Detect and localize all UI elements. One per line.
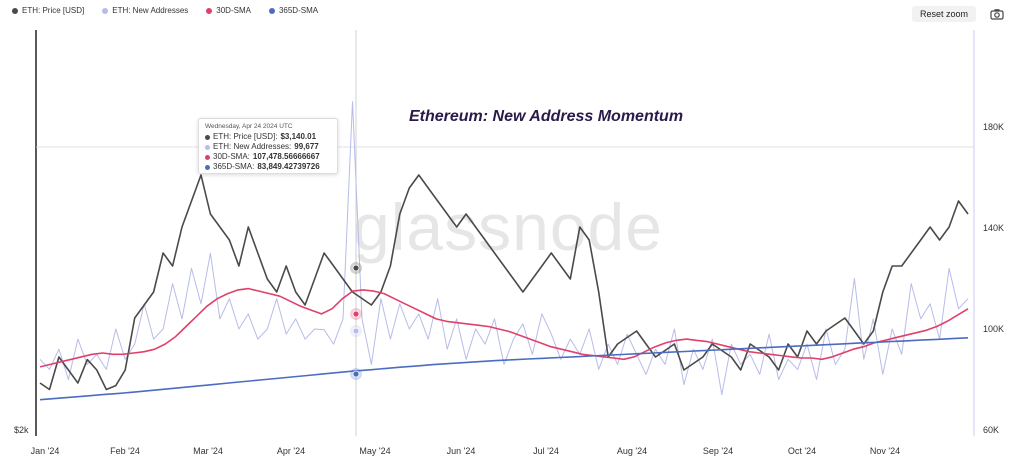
legend-item-new-addresses[interactable]: ETH: New Addresses: [102, 6, 188, 15]
series-line-new-addresses: [39, 101, 969, 396]
tooltip-row-30d-sma: 30D-SMA: 107,478.56666667: [205, 152, 331, 162]
watermark: glassnode: [353, 190, 663, 264]
tooltip-label: 365D-SMA:: [213, 162, 255, 171]
tooltip-value: 107,478.56666667: [252, 152, 320, 161]
reset-zoom-button[interactable]: Reset zoom: [912, 6, 976, 22]
x-tick-label: Oct '24: [788, 446, 816, 456]
x-tick-label: Jul '24: [533, 446, 559, 456]
legend-label: ETH: Price [USD]: [22, 6, 85, 15]
x-tick-label: Sep '24: [703, 446, 733, 456]
legend-dot-icon: [268, 7, 275, 14]
tooltip-value: 99,677: [294, 142, 319, 151]
legend-label: ETH: New Addresses: [112, 6, 189, 15]
tooltip-label: ETH: New Addresses:: [213, 142, 292, 151]
marker-365d-sma: [352, 370, 360, 378]
tooltip-dot-icon: [205, 134, 210, 140]
x-axis-ticks: Jan '24 Feb '24 Mar '24 Apr '24 May '24 Jun '…: [31, 446, 900, 456]
y-tick-label: 140K: [983, 223, 1004, 233]
y-tick-label: 60K: [983, 425, 999, 435]
tooltip-label: ETH: Price [USD]:: [213, 132, 278, 141]
series-line-365d-sma: [39, 337, 969, 401]
tooltip-dot-icon: [205, 164, 210, 170]
hover-markers: [350, 262, 362, 380]
camera-icon[interactable]: [990, 8, 1004, 20]
hover-tooltip: Wednesday, Apr 24 2024 UTC ETH: Price [U…: [198, 118, 338, 174]
y-tick-label: 180K: [983, 122, 1004, 132]
x-tick-label: Mar '24: [193, 446, 223, 456]
tooltip-row-new-addresses: ETH: New Addresses: 99,677: [205, 142, 331, 152]
x-tick-label: Apr '24: [277, 446, 305, 456]
x-tick-label: Feb '24: [110, 446, 140, 456]
chart-title: Ethereum: New Address Momentum: [409, 108, 683, 125]
y-left-label: $2k: [14, 425, 29, 435]
legend-item-365d-sma[interactable]: 365D-SMA: [268, 6, 319, 15]
y-axis-ticks: 180K 140K 100K 60K: [983, 122, 1004, 435]
series-line-price: [39, 174, 969, 391]
tooltip-value: $3,140.01: [280, 132, 317, 141]
legend-label: 30D-SMA: [216, 6, 251, 15]
x-tick-label: Jan '24: [31, 446, 60, 456]
series-line-30d-sma: [39, 287, 969, 368]
legend-dot-icon: [102, 7, 109, 14]
tooltip-label: 30D-SMA:: [213, 152, 250, 161]
tooltip-date: Wednesday, Apr 24 2024 UTC: [205, 123, 293, 130]
x-tick-label: May '24: [359, 446, 390, 456]
y-tick-label: 100K: [983, 324, 1004, 334]
legend-label: 365D-SMA: [278, 6, 319, 15]
tooltip-dot-icon: [205, 154, 210, 160]
tooltip-row-365d-sma: 365D-SMA: 83,849.42739726: [205, 162, 331, 172]
x-tick-label: Nov '24: [870, 446, 900, 456]
legend-item-price[interactable]: ETH: Price [USD]: [12, 6, 84, 15]
tooltip-row-price: ETH: Price [USD]: $3,140.01: [205, 132, 331, 142]
marker-30d-sma: [352, 310, 360, 318]
tooltip-dot-icon: [205, 144, 210, 150]
legend-dot-icon: [12, 7, 18, 14]
series-layer: [39, 101, 969, 401]
legend: ETH: Price [USD] ETH: New Addresses 30D-…: [12, 6, 318, 15]
legend-dot-icon: [206, 7, 213, 14]
marker-new-addresses: [352, 327, 360, 335]
legend-item-30d-sma[interactable]: 30D-SMA: [206, 6, 251, 15]
marker-price: [352, 264, 360, 272]
x-tick-label: Aug '24: [617, 446, 647, 456]
x-tick-label: Jun '24: [447, 446, 476, 456]
tooltip-value: 83,849.42739726: [257, 162, 320, 171]
